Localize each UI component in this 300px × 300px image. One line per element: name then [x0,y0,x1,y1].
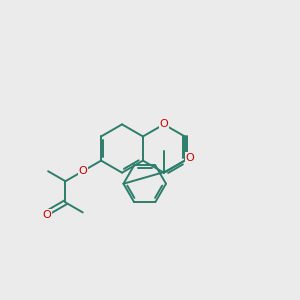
Text: O: O [42,210,51,220]
Text: O: O [186,153,194,163]
Text: O: O [78,166,87,176]
Text: O: O [160,119,168,129]
